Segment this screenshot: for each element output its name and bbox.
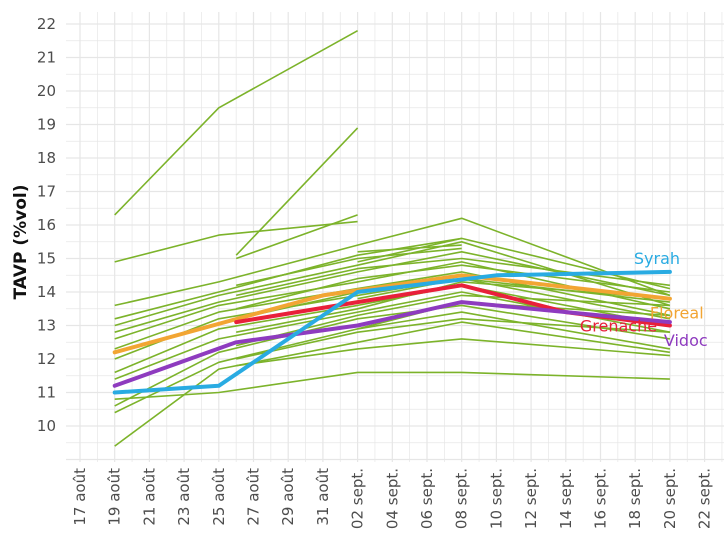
x-tick-label: 16 sept.: [592, 468, 610, 529]
x-tick-label: 14 sept.: [557, 468, 575, 529]
x-tick-label: 20 sept.: [661, 468, 679, 529]
y-tick-label: 14: [37, 283, 56, 301]
y-tick-label: 18: [37, 149, 56, 167]
background-series-line: [114, 304, 671, 407]
y-tick-label: 11: [37, 384, 56, 402]
background-series-line: [235, 127, 359, 256]
x-tick-label: 29 août: [279, 468, 297, 526]
series-label-syrah: Syrah: [634, 249, 680, 268]
background-series-line: [114, 237, 671, 320]
series-line-vidoc: [112, 300, 672, 388]
series-label-floreal: Floreal: [650, 304, 704, 323]
y-tick-label: 13: [37, 317, 56, 335]
series-label-grenache: Grenache: [580, 317, 657, 336]
background-series-line: [236, 317, 670, 360]
background-series-line: [114, 251, 671, 333]
background-series-line: [235, 214, 358, 260]
background-series-line: [114, 241, 671, 327]
x-tick-label: 12 sept.: [522, 468, 540, 529]
x-tick-label: 22 sept.: [696, 468, 714, 529]
y-tick-label: 10: [37, 417, 56, 435]
x-tick-label: 23 août: [175, 468, 193, 526]
background-series-line: [357, 237, 462, 263]
background-series-line: [114, 30, 358, 216]
background-series-line: [236, 264, 671, 310]
y-tick-label: 22: [37, 15, 56, 33]
x-axis-ticks: 17 août 19 août 21 août 23 août 25 août 27 ao…: [71, 468, 714, 529]
x-tick-label: 08 sept.: [453, 468, 471, 529]
background-series-line: [236, 247, 462, 287]
y-axis-label: TAVP (%vol): [11, 185, 31, 300]
background-series-line: [114, 261, 671, 340]
background-series-line: [114, 291, 671, 380]
y-tick-label: 15: [37, 250, 56, 268]
x-tick-label: 04 sept.: [383, 468, 401, 529]
x-tick-label: 25 août: [210, 468, 228, 526]
x-tick-label: 27 août: [245, 468, 263, 526]
x-tick-label: 18 sept.: [626, 468, 644, 529]
y-tick-label: 16: [37, 216, 56, 234]
series-label-vidoc: Vidoc: [664, 331, 708, 350]
x-tick-label: 10 sept.: [487, 468, 505, 529]
y-tick-label: 20: [37, 82, 56, 100]
background-series-line: [114, 371, 670, 400]
x-tick-label: 02 sept.: [349, 468, 367, 529]
x-tick-label: 31 août: [314, 468, 332, 526]
background-series-line: [357, 244, 462, 253]
background-series-line: [236, 257, 671, 297]
x-tick-label: 21 août: [140, 468, 158, 526]
background-series-line: [236, 338, 670, 367]
series-line-floreal: [112, 273, 672, 355]
x-tick-label: 17 août: [71, 468, 89, 526]
y-tick-label: 12: [37, 350, 56, 368]
series-line-syrah: [112, 269, 672, 395]
y-tick-label: 19: [37, 116, 56, 134]
y-tick-label: 17: [37, 183, 56, 201]
background-series-line: [114, 220, 358, 263]
background-series-line: [236, 294, 670, 347]
highlight-series: [112, 269, 672, 395]
grid: [66, 12, 724, 462]
x-tick-label: 19 août: [106, 468, 124, 526]
x-tick-label: 06 sept.: [418, 468, 436, 529]
y-tick-label: 21: [37, 49, 56, 67]
y-axis-ticks: 10 11 12 13 14 15 16 17 18 19 20 21 22: [37, 15, 56, 435]
background-series-line: [114, 217, 671, 307]
